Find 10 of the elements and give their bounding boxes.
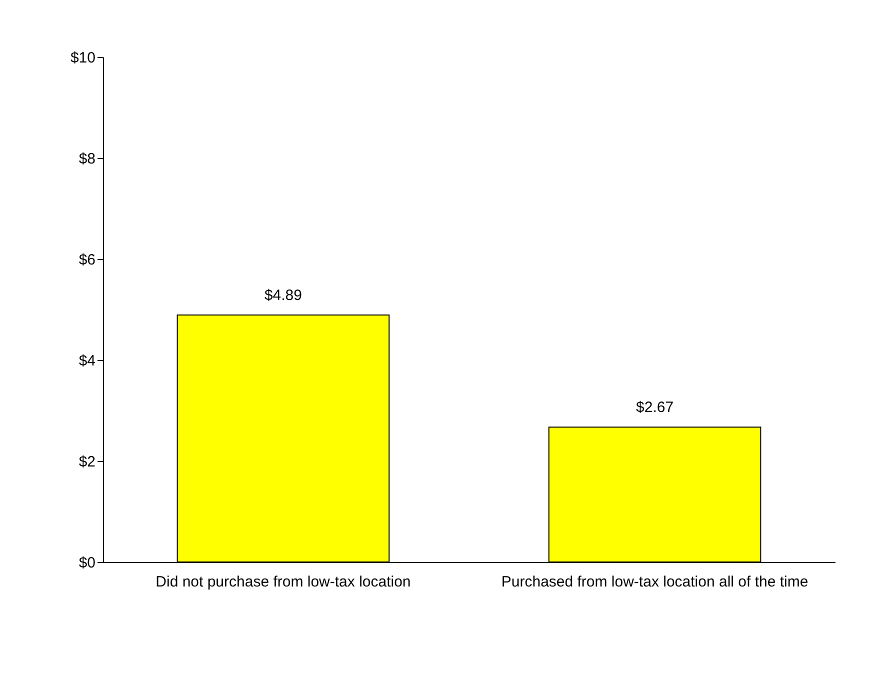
data-label: $2.67 (636, 399, 674, 416)
x-tick-label: Did not purchase from low-tax location (156, 574, 411, 590)
x-tick-label: Purchased from low-tax location all of the time (501, 574, 808, 590)
y-tick-label: $0 (78, 554, 96, 572)
data-label: $4.89 (264, 287, 302, 304)
y-tick-label: $10 (70, 50, 96, 66)
y-tick-label: $8 (78, 150, 96, 168)
y-tick-label: $6 (78, 252, 96, 268)
y-tick-label: $2 (78, 454, 96, 470)
y-tick-label: $4 (78, 352, 96, 370)
